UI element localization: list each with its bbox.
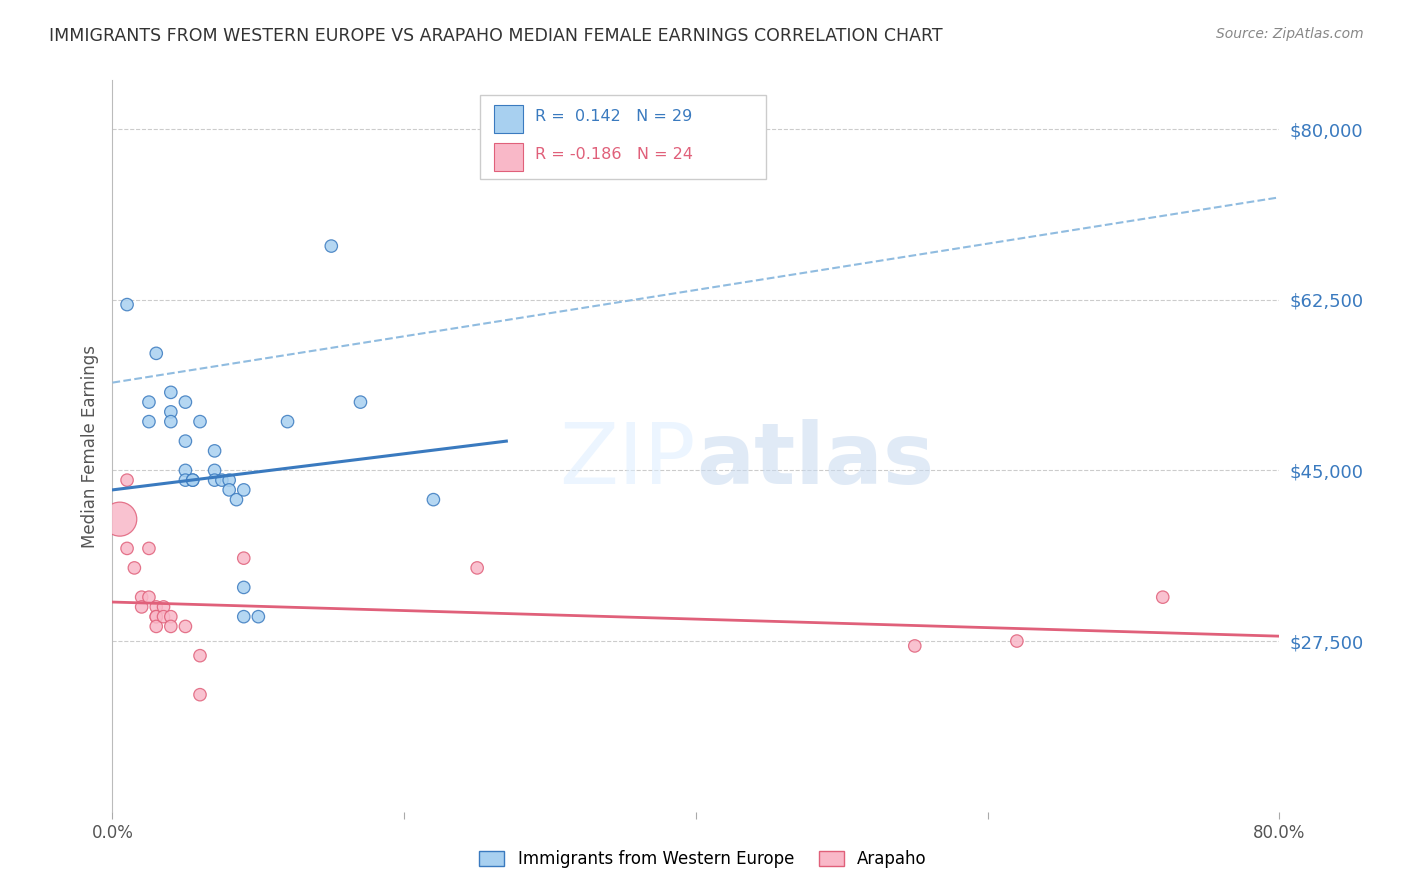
Point bbox=[152, 609, 174, 624]
Point bbox=[188, 648, 211, 663]
Point bbox=[232, 483, 254, 497]
Point bbox=[145, 599, 167, 614]
Point bbox=[349, 395, 371, 409]
FancyBboxPatch shape bbox=[479, 95, 766, 179]
Point bbox=[145, 619, 167, 633]
Text: IMMIGRANTS FROM WESTERN EUROPE VS ARAPAHO MEDIAN FEMALE EARNINGS CORRELATION CHA: IMMIGRANTS FROM WESTERN EUROPE VS ARAPAH… bbox=[49, 27, 943, 45]
Point bbox=[138, 395, 160, 409]
Point bbox=[465, 561, 488, 575]
Point bbox=[138, 590, 160, 604]
Point bbox=[1152, 590, 1174, 604]
Point bbox=[131, 590, 153, 604]
FancyBboxPatch shape bbox=[494, 105, 523, 133]
Text: R =  0.142   N = 29: R = 0.142 N = 29 bbox=[534, 110, 692, 124]
Point bbox=[247, 609, 270, 624]
Text: R = -0.186   N = 24: R = -0.186 N = 24 bbox=[534, 147, 693, 162]
Point bbox=[188, 415, 211, 429]
Point bbox=[115, 541, 138, 556]
Point bbox=[145, 609, 167, 624]
Point bbox=[225, 492, 247, 507]
Point bbox=[152, 599, 174, 614]
Point bbox=[138, 415, 160, 429]
Point bbox=[232, 551, 254, 566]
Point bbox=[422, 492, 444, 507]
Point bbox=[145, 346, 167, 360]
Point bbox=[188, 688, 211, 702]
Point bbox=[108, 512, 131, 526]
Text: Source: ZipAtlas.com: Source: ZipAtlas.com bbox=[1216, 27, 1364, 41]
Point bbox=[181, 473, 204, 487]
Point bbox=[321, 239, 343, 253]
Point bbox=[204, 463, 226, 477]
Point bbox=[276, 415, 298, 429]
Point bbox=[904, 639, 927, 653]
Point bbox=[204, 473, 226, 487]
Point bbox=[174, 434, 197, 449]
Point bbox=[174, 463, 197, 477]
Point bbox=[174, 473, 197, 487]
Point bbox=[232, 609, 254, 624]
Point bbox=[204, 443, 226, 458]
Point bbox=[115, 297, 138, 311]
Point bbox=[232, 581, 254, 595]
Point bbox=[211, 473, 233, 487]
FancyBboxPatch shape bbox=[494, 143, 523, 170]
Point bbox=[145, 609, 167, 624]
Text: atlas: atlas bbox=[696, 419, 934, 502]
Legend: Immigrants from Western Europe, Arapaho: Immigrants from Western Europe, Arapaho bbox=[472, 844, 934, 875]
Point bbox=[218, 473, 240, 487]
Point bbox=[160, 415, 183, 429]
Point bbox=[218, 483, 240, 497]
Point bbox=[174, 395, 197, 409]
Point bbox=[160, 385, 183, 400]
Text: ZIP: ZIP bbox=[560, 419, 696, 502]
Point bbox=[160, 619, 183, 633]
Point bbox=[115, 473, 138, 487]
Y-axis label: Median Female Earnings: Median Female Earnings bbox=[80, 344, 98, 548]
Point bbox=[1005, 634, 1028, 648]
Point bbox=[174, 619, 197, 633]
Point bbox=[124, 561, 146, 575]
Point bbox=[181, 473, 204, 487]
Point bbox=[131, 599, 153, 614]
Point bbox=[160, 609, 183, 624]
Point bbox=[138, 541, 160, 556]
Point bbox=[160, 405, 183, 419]
